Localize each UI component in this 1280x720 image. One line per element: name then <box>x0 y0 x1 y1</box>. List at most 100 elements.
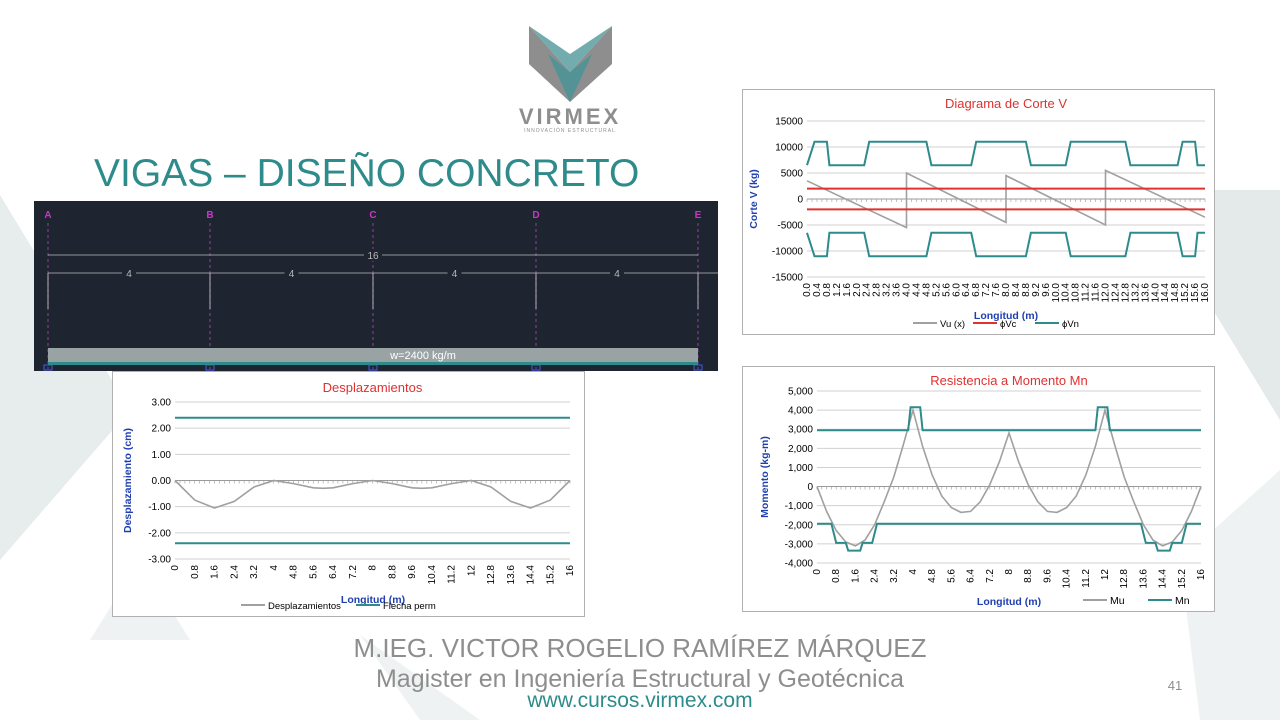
x-tick-label: 15.2 <box>1180 283 1191 303</box>
virmex-logo: VIRMEX INNOVACIÓN ESTRUCTURAL <box>500 24 640 136</box>
span-label-1: 4 <box>126 269 132 280</box>
x-tick-label: 16.0 <box>1200 283 1211 303</box>
displacement-chart: Desplazamientos 3.00 2.00 1.00 0.00 -1.00 -2.0… <box>112 371 585 617</box>
series-line-desplazamientos <box>174 479 571 509</box>
y-tick-label: -4,000 <box>785 559 814 570</box>
legend-entry: Flecha perm <box>383 601 436 612</box>
y-tick-label: 15000 <box>775 117 803 128</box>
distributed-load-bar <box>48 348 698 362</box>
x-tick-label: 3.6 <box>892 283 903 297</box>
x-tick-label: 6.4 <box>328 565 339 579</box>
x-tick-label: 3.2 <box>882 283 893 297</box>
x-tick-label: 1.6 <box>842 283 853 297</box>
x-tick-label: 7.2 <box>985 569 996 583</box>
y-tick-label: 5000 <box>781 169 804 180</box>
x-tick-label: 6.4 <box>966 569 977 583</box>
x-tick-label: 1.2 <box>832 283 843 297</box>
x-tick-label: 9.6 <box>1041 283 1052 297</box>
logo-tagline: INNOVACIÓN ESTRUCTURAL <box>524 128 616 134</box>
series-line-vu-x- <box>806 169 1206 229</box>
x-tick-label: 10.4 <box>1062 569 1073 589</box>
x-tick-label: 4.8 <box>927 569 938 583</box>
x-tick-label: 0.8 <box>822 283 833 297</box>
x-tick-label: 12 <box>1100 569 1111 581</box>
moment-chart-svg: Resistencia a Momento Mn 5,000 4,000 3,000 2… <box>759 373 1207 608</box>
x-tick-label: 3.2 <box>249 565 260 579</box>
y-tick-label: 2,000 <box>788 444 813 455</box>
x-tick-label: 7.6 <box>991 283 1002 297</box>
x-tick-label: 13.6 <box>506 565 517 585</box>
y-tick-label: 1,000 <box>788 463 813 474</box>
x-tick-label: 16 <box>565 565 576 577</box>
x-tick-label: 12.8 <box>1119 569 1130 589</box>
span-label-bg <box>122 267 136 279</box>
x-tick-label: 6.8 <box>971 283 982 297</box>
support-label-E: E <box>695 210 702 221</box>
y-tick-label: 1.00 <box>152 450 172 461</box>
x-tick-label: 5.6 <box>941 283 952 297</box>
legend-entry: Desplazamientos <box>268 601 341 612</box>
x-tick-label: 2.8 <box>872 283 883 297</box>
span-label-2: 4 <box>289 269 295 280</box>
displacement-chart-svg: Desplazamientos 3.00 2.00 1.00 0.00 -1.00 -2.0… <box>122 380 576 612</box>
legend-entry: Mu <box>1110 595 1125 607</box>
x-tick-label: 8.4 <box>1011 283 1022 297</box>
x-tick-label: 10.8 <box>1071 283 1082 303</box>
x-tick-label: 13.2 <box>1130 283 1141 303</box>
x-axis-label: Longitud (m) <box>977 596 1041 608</box>
x-tick-label: 5.6 <box>308 565 319 579</box>
legend-entry: ϕVn <box>1062 319 1079 330</box>
y-tick-label: -3,000 <box>785 539 814 550</box>
x-tick-label: 4 <box>269 565 280 571</box>
x-tick-label: 8.8 <box>387 565 398 579</box>
website-link[interactable]: www.cursos.virmex.com <box>527 689 753 712</box>
total-span-label-bg <box>364 249 382 261</box>
beam-model-drawing: A B C D E 16 4 4 4 4 w=2400 kg/m <box>43 210 718 371</box>
x-tick-label: 5.6 <box>946 569 957 583</box>
x-tick-label: 9.6 <box>407 565 418 579</box>
beam-model-panel: A B C D E 16 4 4 4 4 w=2400 kg/m <box>34 201 718 371</box>
x-tick-label: 0 <box>170 565 181 571</box>
x-tick-label: 12.4 <box>1110 283 1121 303</box>
series-line-flecha-perm <box>175 416 570 545</box>
x-tick-label: 1.6 <box>850 569 861 583</box>
x-tick-label: 12 <box>466 565 477 577</box>
x-tick-label: 15.2 <box>545 565 556 585</box>
x-tick-label: 10.4 <box>1061 283 1072 303</box>
x-tick-label: 7.2 <box>348 565 359 579</box>
legend-entry: Vu (x) <box>940 319 965 330</box>
x-tick-label: 2.0 <box>852 283 863 297</box>
y-tick-label: -2.00 <box>148 528 171 539</box>
x-tick-label: 4.4 <box>911 283 922 297</box>
x-tick-label: 2.4 <box>229 565 240 579</box>
y-tick-label: -5000 <box>777 221 803 232</box>
x-tick-label: 14.4 <box>1158 569 1169 589</box>
x-tick-label: 6.0 <box>951 283 962 297</box>
author-name: M.IEG. VICTOR ROGELIO RAMÍREZ MÁRQUEZ <box>353 633 927 663</box>
moment-chart: Resistencia a Momento Mn 5,000 4,000 3,000 2… <box>742 366 1215 612</box>
x-tick-label: 14.4 <box>526 565 537 585</box>
x-axis-label: Longitud (m) <box>341 594 405 606</box>
beam-element <box>48 362 698 365</box>
y-tick-label: -2,000 <box>785 520 814 531</box>
y-axis-label: Desplazamiento (cm) <box>122 428 134 533</box>
x-axis-label: Longitud (m) <box>974 310 1038 322</box>
x-tick-label: 2.4 <box>862 283 873 297</box>
x-tick-label: 4.0 <box>902 283 913 297</box>
x-tick-label: 15.6 <box>1190 283 1201 303</box>
x-tick-label: 2.4 <box>870 569 881 583</box>
x-tick-label: 5.2 <box>931 283 942 297</box>
x-tick-label: 8.8 <box>1021 283 1032 297</box>
span-label-bg <box>447 267 462 279</box>
series-line-mu <box>816 407 1202 547</box>
x-tick-label: 12.0 <box>1101 283 1112 303</box>
x-tick-label: 4.8 <box>289 565 300 579</box>
x-tick-label: 8.8 <box>1023 569 1034 583</box>
y-tick-label: -10000 <box>772 247 804 258</box>
y-axis-label: Corte V (kg) <box>748 169 760 229</box>
shear-chart-svg: Diagrama de Corte V 15000 10000 5000 0 -5000 -… <box>748 96 1211 330</box>
distributed-load-label: w=2400 kg/m <box>389 350 456 362</box>
y-tick-label: 3.00 <box>152 398 172 409</box>
y-tick-label: 0 <box>797 195 803 206</box>
x-tick-label: 15.2 <box>1177 569 1188 589</box>
